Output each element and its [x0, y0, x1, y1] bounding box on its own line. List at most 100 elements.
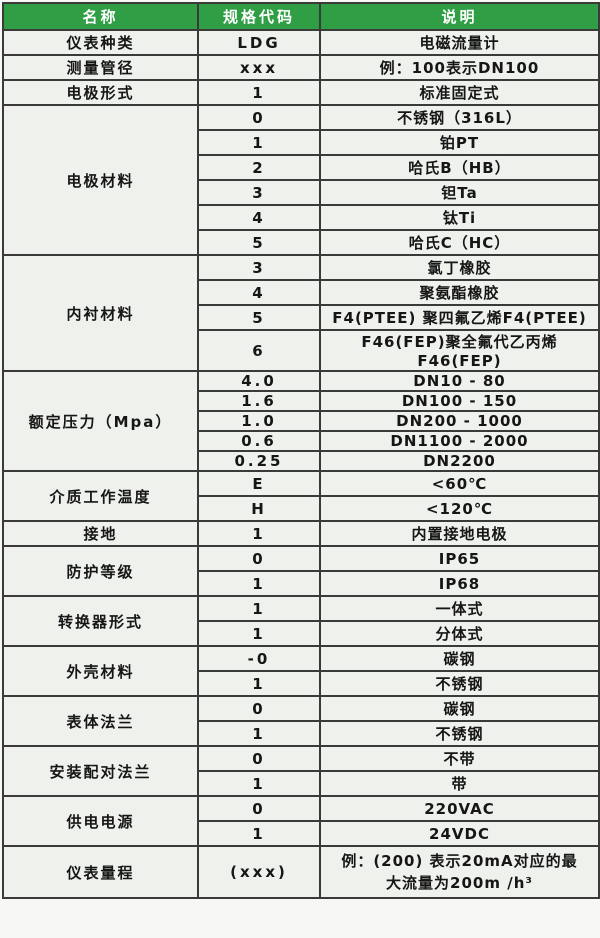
code-cell: 1: [197, 129, 321, 156]
code-cell: 3: [197, 254, 321, 281]
group-name-cell: 接地: [2, 520, 199, 547]
group-name-cell: 外壳材料: [2, 645, 199, 697]
desc-cell: DN1100 - 2000: [319, 430, 600, 452]
desc-cell: 例：100表示DN100: [319, 54, 600, 81]
table-row: 测量管径 xxx 例：100表示DN100: [2, 54, 600, 81]
code-cell: 1: [197, 770, 321, 797]
code-cell: H: [197, 495, 321, 522]
desc-cell: 不锈钢: [319, 670, 600, 697]
desc-cell: 一体式: [319, 595, 600, 622]
desc-cell: 电磁流量计: [319, 29, 600, 56]
desc-cell: 不带: [319, 745, 600, 772]
group-name-cell: 供电电源: [2, 795, 199, 847]
desc-cell: F46(FEP)聚全氟代乙丙烯F46(FEP): [319, 329, 600, 372]
table-row: 5 哈氏C（HC）: [3, 229, 600, 256]
code-cell: 0.25: [197, 450, 321, 472]
desc-cell: 带: [319, 770, 600, 797]
code-cell: 4: [197, 204, 321, 231]
code-cell: 1: [197, 620, 321, 647]
group-name-cell: 仪表量程: [2, 845, 199, 899]
table-row: 5 F4(PTEE) 聚四氟乙烯F4(PTEE): [3, 304, 600, 331]
table-row: 外壳材料 -0 碳钢: [2, 645, 600, 697]
desc-cell: IP68: [319, 570, 600, 597]
table-row: 仪表种类 LDG 电磁流量计: [2, 29, 600, 56]
desc-cell: 24VDC: [319, 820, 600, 847]
desc-cell: IP65: [319, 545, 600, 572]
group-name-cell: 内衬材料: [2, 254, 199, 372]
desc-cell: 内置接地电极: [319, 520, 600, 547]
table-row: 转换器形式 1 一体式: [2, 595, 600, 647]
desc-cell: <60℃: [319, 470, 600, 497]
desc-cell: 220VAC: [319, 795, 600, 822]
table-row: 4 聚氨酯橡胶: [3, 279, 600, 306]
table-row: 6 F46(FEP)聚全氟代乙丙烯F46(FEP): [3, 329, 600, 372]
table-row: 额定压力（Mpa） 4.0 DN10 - 80: [2, 370, 600, 472]
desc-cell: 哈氏C（HC）: [319, 229, 600, 256]
code-cell: 0: [197, 104, 321, 131]
code-cell: 1: [197, 570, 321, 597]
desc-cell: 聚氨酯橡胶: [319, 279, 600, 306]
desc-cell: DN200 - 1000: [319, 410, 600, 432]
table-row: 1 IP68: [3, 570, 600, 597]
table-row: 接地 1 内置接地电极: [2, 520, 600, 547]
code-cell: 0.6: [197, 430, 321, 452]
desc-cell: 氯丁橡胶: [319, 254, 600, 281]
code-cell: 1: [197, 720, 321, 747]
table-row: 内衬材料 3 氯丁橡胶: [2, 254, 600, 372]
desc-cell: <120℃: [319, 495, 600, 522]
code-cell: E: [197, 470, 321, 497]
group-name-cell: 电极形式: [2, 79, 199, 106]
code-cell: LDG: [197, 29, 321, 56]
table-header-row: 名称 规格代码 说明: [2, 2, 600, 31]
code-cell: 5: [197, 304, 321, 331]
table-row: 安装配对法兰 0 不带: [2, 745, 600, 797]
code-cell: 2: [197, 154, 321, 181]
group-name-cell: 转换器形式: [2, 595, 199, 647]
code-cell: (xxx): [197, 845, 321, 899]
code-cell: 0: [197, 695, 321, 722]
table-row: 1 24VDC: [3, 820, 600, 847]
table-row: 1 不锈钢: [3, 670, 600, 697]
desc-cell: 铂PT: [319, 129, 600, 156]
desc-cell: 碳钢: [319, 695, 600, 722]
code-cell: 6: [197, 329, 321, 372]
desc-cell: DN100 - 150: [319, 390, 600, 412]
desc-cell: 不锈钢（316L）: [319, 104, 600, 131]
code-cell: 0: [197, 795, 321, 822]
table-row: 介质工作温度 E <60℃: [2, 470, 600, 522]
spec-table: 名称 规格代码 说明 仪表种类 LDG 电磁流量计 测量管径 xxx 例：100表示DN1…: [2, 2, 600, 899]
code-cell: 1.0: [197, 410, 321, 432]
code-cell: 1: [197, 820, 321, 847]
code-cell: 3: [197, 179, 321, 206]
desc-cell: 分体式: [319, 620, 600, 647]
code-cell: 1: [197, 670, 321, 697]
code-cell: 1: [197, 595, 321, 622]
table-row: 防护等级 0 IP65: [2, 545, 600, 597]
table-row: 2 哈氏B（HB）: [3, 154, 600, 181]
table-row: 仪表量程 (xxx) 例：(200) 表示20mA对应的最大流量为200m /h³: [2, 845, 600, 899]
header-name-cell: 名称: [2, 2, 199, 31]
table-row: 3 钽Ta: [3, 179, 600, 206]
header-code-cell: 规格代码: [197, 2, 321, 31]
group-name-cell: 介质工作温度: [2, 470, 199, 522]
desc-cell: 钛Ti: [319, 204, 600, 231]
desc-cell: DN2200: [319, 450, 600, 472]
group-name-cell: 安装配对法兰: [2, 745, 199, 797]
code-cell: 0: [197, 745, 321, 772]
desc-cell: 不锈钢: [319, 720, 600, 747]
desc-cell: 钽Ta: [319, 179, 600, 206]
desc-cell: 标准固定式: [319, 79, 600, 106]
table-row: 表体法兰 0 碳钢: [2, 695, 600, 747]
desc-cell: 例：(200) 表示20mA对应的最大流量为200m /h³: [319, 845, 600, 899]
code-cell: 1: [197, 520, 321, 547]
group-name-cell: 额定压力（Mpa）: [2, 370, 199, 472]
group-name-cell: 表体法兰: [2, 695, 199, 747]
table-row: 4 钛Ti: [3, 204, 600, 231]
table-row: 0.25 DN2200: [3, 450, 600, 472]
code-cell: 0: [197, 545, 321, 572]
table-row: H <120℃: [3, 495, 600, 522]
header-desc-cell: 说明: [319, 2, 600, 31]
group-name-cell: 测量管径: [2, 54, 199, 81]
desc-cell: 哈氏B（HB）: [319, 154, 600, 181]
